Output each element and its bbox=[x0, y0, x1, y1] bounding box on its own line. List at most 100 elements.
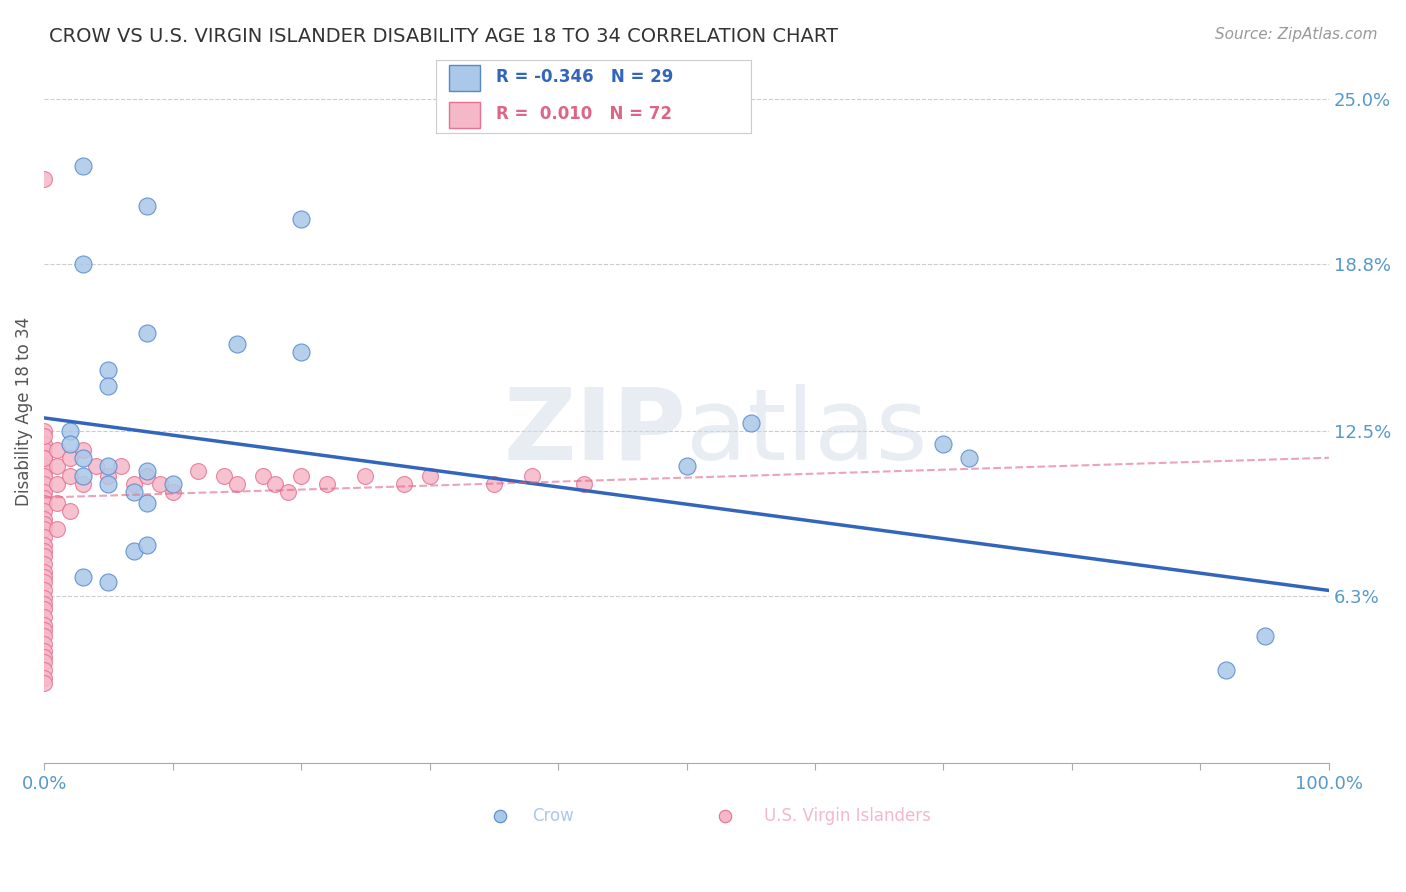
Point bbox=[97, 363, 120, 377]
Point bbox=[72, 469, 94, 483]
Point bbox=[32, 565, 55, 579]
Point bbox=[97, 477, 120, 491]
Point bbox=[135, 464, 157, 478]
Point bbox=[225, 477, 247, 491]
Point bbox=[32, 557, 55, 571]
Point bbox=[32, 450, 55, 465]
Point bbox=[290, 469, 312, 483]
Point bbox=[315, 477, 337, 491]
Point bbox=[97, 379, 120, 393]
Point bbox=[38, 758, 60, 772]
Point bbox=[675, 458, 697, 473]
Point bbox=[135, 198, 157, 212]
Point bbox=[32, 477, 55, 491]
Point bbox=[46, 496, 69, 510]
Point bbox=[32, 597, 55, 611]
Point bbox=[32, 429, 55, 443]
Point bbox=[72, 450, 94, 465]
Point bbox=[59, 469, 82, 483]
Point bbox=[122, 485, 145, 500]
Point bbox=[32, 570, 55, 584]
Point bbox=[32, 655, 55, 669]
Point bbox=[162, 477, 184, 491]
Point bbox=[39, 758, 62, 772]
Point bbox=[957, 450, 980, 465]
Point bbox=[290, 211, 312, 226]
Point bbox=[32, 618, 55, 632]
Point bbox=[522, 469, 544, 483]
Point bbox=[32, 530, 55, 544]
Point bbox=[32, 517, 55, 532]
Point bbox=[32, 629, 55, 643]
Point bbox=[32, 458, 55, 473]
Point bbox=[72, 570, 94, 584]
Point bbox=[97, 469, 120, 483]
Point bbox=[110, 458, 132, 473]
Point bbox=[225, 336, 247, 351]
Point bbox=[32, 496, 55, 510]
Point bbox=[32, 549, 55, 563]
Point bbox=[72, 477, 94, 491]
Point bbox=[212, 469, 235, 483]
Point bbox=[72, 257, 94, 271]
Point bbox=[32, 575, 55, 590]
Point bbox=[46, 458, 69, 473]
Point bbox=[32, 583, 55, 598]
Point bbox=[32, 491, 55, 505]
Point bbox=[32, 636, 55, 650]
Point bbox=[122, 477, 145, 491]
Point bbox=[46, 522, 69, 536]
Point bbox=[32, 172, 55, 186]
Point bbox=[84, 458, 107, 473]
Point bbox=[97, 458, 120, 473]
Point bbox=[1253, 629, 1275, 643]
Point bbox=[32, 504, 55, 518]
Text: ZIP: ZIP bbox=[503, 384, 686, 481]
Point bbox=[135, 538, 157, 552]
Point bbox=[32, 676, 55, 690]
Point bbox=[135, 469, 157, 483]
Point bbox=[252, 469, 274, 483]
Point bbox=[1215, 663, 1237, 677]
Point bbox=[59, 450, 82, 465]
Point bbox=[32, 485, 55, 500]
Point bbox=[32, 512, 55, 526]
Point bbox=[32, 663, 55, 677]
Point bbox=[32, 610, 55, 624]
Point bbox=[135, 326, 157, 340]
Text: CROW VS U.S. VIRGIN ISLANDER DISABILITY AGE 18 TO 34 CORRELATION CHART: CROW VS U.S. VIRGIN ISLANDER DISABILITY … bbox=[49, 27, 838, 45]
Point bbox=[290, 344, 312, 359]
Point bbox=[419, 469, 441, 483]
Point bbox=[32, 644, 55, 658]
Text: atlas: atlas bbox=[686, 384, 928, 481]
Point bbox=[135, 496, 157, 510]
Point bbox=[162, 485, 184, 500]
Point bbox=[46, 442, 69, 457]
Point bbox=[32, 522, 55, 536]
Point bbox=[72, 442, 94, 457]
Point bbox=[32, 602, 55, 616]
Point bbox=[187, 464, 209, 478]
Point bbox=[32, 624, 55, 638]
Point bbox=[392, 477, 415, 491]
Point bbox=[32, 424, 55, 438]
Point bbox=[32, 464, 55, 478]
Point bbox=[59, 437, 82, 451]
Point bbox=[32, 450, 55, 465]
Point bbox=[932, 437, 955, 451]
Point bbox=[354, 469, 377, 483]
Point bbox=[482, 477, 505, 491]
Point bbox=[277, 485, 299, 500]
Point bbox=[32, 671, 55, 685]
Point bbox=[59, 504, 82, 518]
Point bbox=[32, 538, 55, 552]
Y-axis label: Disability Age 18 to 34: Disability Age 18 to 34 bbox=[15, 317, 32, 506]
Point bbox=[32, 437, 55, 451]
Point bbox=[72, 159, 94, 173]
Point bbox=[32, 442, 55, 457]
Point bbox=[32, 649, 55, 664]
Text: U.S. Virgin Islanders: U.S. Virgin Islanders bbox=[763, 806, 931, 825]
Point bbox=[32, 469, 55, 483]
Point bbox=[97, 575, 120, 590]
Point bbox=[32, 543, 55, 558]
